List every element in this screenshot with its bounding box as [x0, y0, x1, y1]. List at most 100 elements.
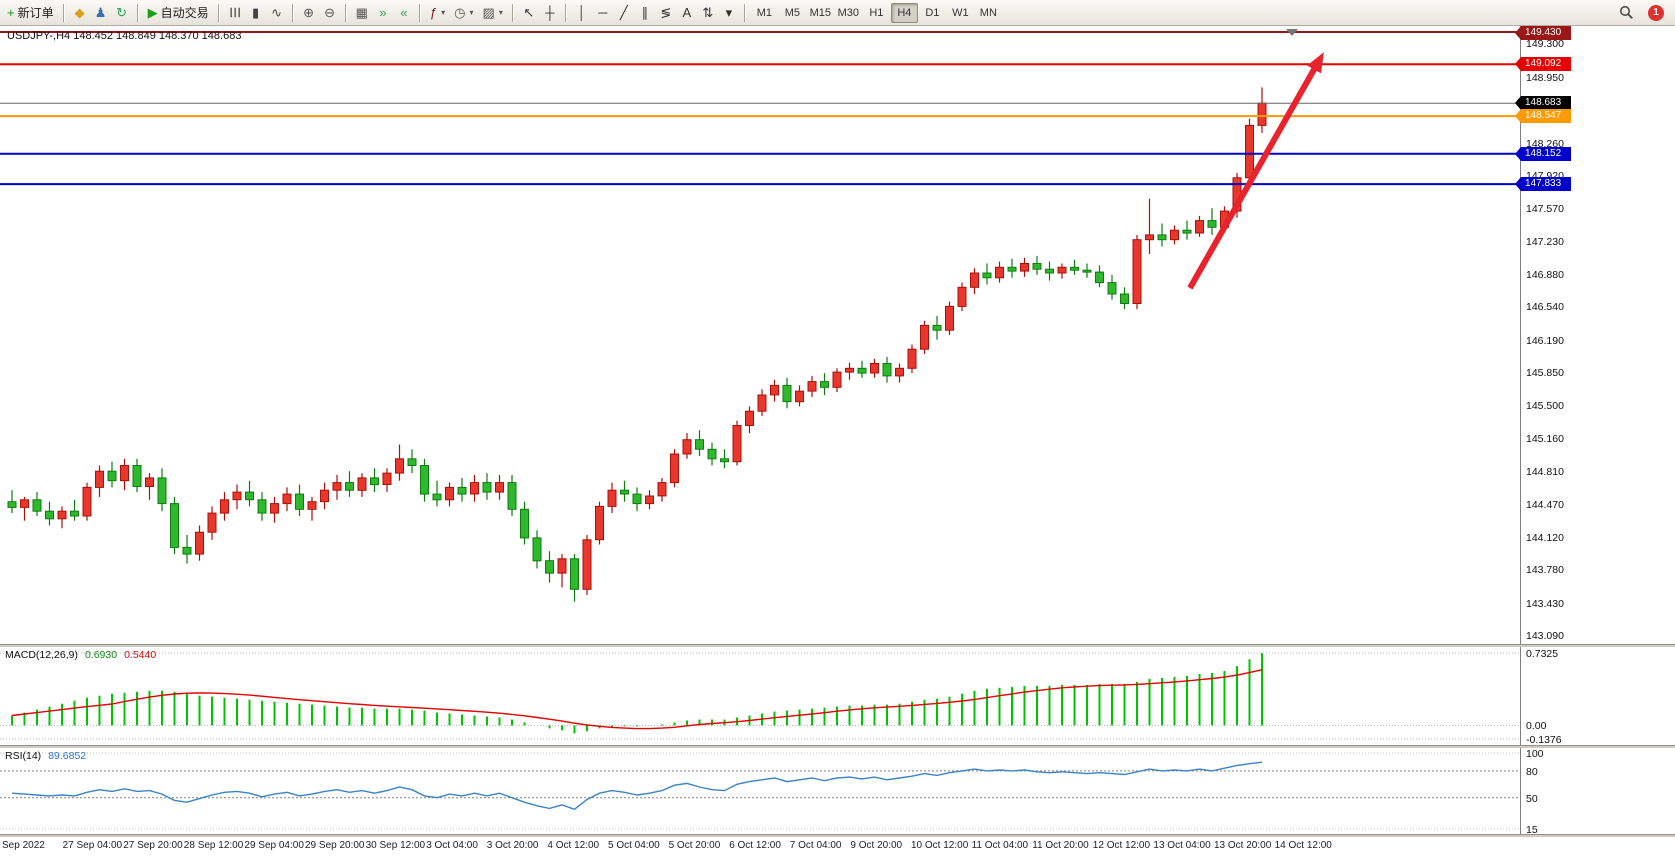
arrows-tool-icon: ⇅ [702, 5, 714, 20]
timeframe-m5-button[interactable]: M5 [784, 6, 800, 19]
tag-arrow-icon [1515, 26, 1521, 40]
objects-dropdown-button[interactable]: ▾ [719, 3, 739, 23]
timeframe-m30-button[interactable]: M30 [837, 6, 860, 19]
time-axis[interactable]: Sep 2022 27 Sep 04:00 27 Sep 20:00 28 Sep 1… [0, 837, 1675, 856]
price-tick-label: 146.880 [1526, 268, 1564, 281]
zoom-in-button[interactable]: ⊕ [299, 3, 319, 23]
panel-separator[interactable] [0, 834, 1675, 837]
price-tick-label: 146.190 [1526, 334, 1564, 347]
trend-arrow-annotation[interactable] [1187, 52, 1324, 290]
rsi-value: 89.6852 [48, 750, 87, 762]
macd-axis[interactable]: 0.7325 0.00 -0.1376 [1520, 647, 1675, 746]
indicators-button[interactable]: ƒ ▾ [426, 3, 449, 23]
new-order-label: 新订单 [17, 6, 54, 20]
price-tick-label: 148.950 [1526, 71, 1564, 84]
notification-badge[interactable]: 1 [1648, 4, 1664, 21]
crosshair-button[interactable]: ┼ [540, 3, 560, 23]
candlestick-series [7, 87, 1267, 602]
rsi-name: RSI(14) [5, 750, 42, 762]
search-button[interactable] [1615, 3, 1638, 23]
navigator-button[interactable]: ♟ [91, 3, 111, 23]
search-icon [1620, 6, 1633, 19]
trendline-button[interactable]: ╱ [614, 3, 634, 23]
price-tick-label: 144.120 [1526, 531, 1564, 544]
price-tick-label: 146.540 [1526, 301, 1564, 314]
time-label: Sep 2022 [2, 840, 45, 851]
market-watch-button[interactable]: ◆ [70, 3, 90, 23]
new-order-button[interactable]: + 新订单 [3, 3, 58, 23]
chart-shift-button[interactable]: « [394, 3, 414, 23]
timeframe-mn-button[interactable]: MN [979, 6, 997, 19]
toolbar-separator [344, 3, 347, 22]
fibonacci-retracement-button[interactable]: ≶ [656, 3, 676, 23]
time-label: 6 Oct 12:00 [729, 840, 781, 851]
price-tag: 147.833 [1515, 177, 1571, 192]
rsi-panel: 100 80 50 15 RSI(14) 89.6852 [0, 748, 1675, 836]
rsi-line [11, 761, 1263, 811]
timeframe-d1-button[interactable]: D1 [925, 6, 940, 19]
time-label: 5 Oct 04:00 [608, 840, 660, 851]
bar-chart-mode-icon: ☰ [227, 6, 243, 19]
macd-label: MACD(12,26,9) 0.6930 0.5440 [5, 649, 156, 661]
price-tag: 148.683 [1515, 96, 1571, 111]
time-label: 5 Oct 20:00 [668, 840, 721, 851]
bar-chart-mode-button[interactable]: ☰ [225, 3, 245, 23]
templates-button[interactable]: ▨ ▾ [479, 3, 507, 23]
auto-scroll-button[interactable]: » [373, 3, 393, 23]
toolbar-separator [564, 3, 567, 22]
cursor-button[interactable]: ↖ [519, 3, 539, 23]
tag-price: 148.547 [1521, 109, 1571, 124]
indicators-icon: ƒ [429, 5, 438, 20]
toolbar-separator [511, 3, 514, 22]
autotrading-button[interactable]: ▶ 自动交易 [144, 3, 213, 23]
crosshair-icon: ┼ [545, 5, 555, 20]
refresh-button[interactable]: ↻ [112, 3, 132, 23]
rsi-tick-label: 100 [1526, 748, 1544, 760]
vertical-line-button[interactable]: │ [572, 3, 592, 23]
timeframe-m1-button[interactable]: M1 [756, 6, 772, 19]
macd-plot[interactable] [0, 647, 1520, 745]
arrows-tool-button[interactable]: ⇅ [698, 3, 718, 23]
tag-price: 149.430 [1521, 26, 1571, 40]
macd-main-value: 0.6930 [84, 649, 118, 661]
rsi-axis[interactable]: 100 80 50 15 [1520, 748, 1675, 836]
horizontal-line-button[interactable]: ─ [593, 3, 613, 23]
text-label-button[interactable]: A [677, 3, 697, 23]
rsi-label: RSI(14) 89.6852 [5, 750, 86, 762]
panel-separator[interactable] [0, 644, 1675, 647]
time-label: 14 Oct 12:00 [1274, 840, 1332, 851]
toolbar-buttons: + 新订单 ◆ ♟ ↻ ▶ 自动交易 ☰ ▮ ∿ ⊕ ⊖ ▦ » « ƒ ▾ ◷ ▾ ▨ ▾ ↖ ┼ │ ─ ╱ ∥ ≶ A ⇅ ▾ M1 M5… [3, 2, 1615, 23]
price-chart[interactable] [0, 26, 1520, 644]
price-lines[interactable] [0, 31, 1520, 186]
rsi-tick-label: 50 [1526, 792, 1538, 805]
zoom-out-button[interactable]: ⊖ [320, 3, 340, 23]
toolbar: + 新订单 ◆ ♟ ↻ ▶ 自动交易 ☰ ▮ ∿ ⊕ ⊖ ▦ » « ƒ ▾ ◷ ▾ ▨ ▾ ↖ ┼ │ ─ ╱ ∥ ≶ A ⇅ ▾ M1 M5… [0, 0, 1675, 26]
time-label: 29 Sep 04:00 [244, 840, 304, 851]
panel-separator[interactable] [0, 745, 1675, 748]
line-chart-mode-icon: ∿ [271, 5, 283, 20]
time-label: 9 Oct 20:00 [850, 840, 903, 851]
auto-scroll-icon: » [379, 5, 387, 20]
time-label: 3 Oct 04:00 [426, 840, 478, 851]
tile-windows-button[interactable]: ▦ [352, 3, 372, 23]
line-chart-mode-button[interactable]: ∿ [267, 3, 287, 23]
price-axis[interactable]: 149.300 148.950 148.260 147.920 147.570 147.2… [1515, 26, 1675, 644]
macd-panel: 0.7325 0.00 -0.1376 MACD(12,26,9) 0.6930 0… [0, 647, 1675, 746]
chart-shift-marker[interactable] [1286, 29, 1298, 36]
price-tick-label: 145.850 [1526, 367, 1564, 380]
toolbar-right: 1 [1615, 3, 1672, 23]
candlestick-mode-button[interactable]: ▮ [246, 3, 266, 23]
time-label: 11 Oct 04:00 [971, 840, 1029, 851]
timeframe-h4-button[interactable]: H4 [890, 2, 918, 23]
timeframe-m15-button[interactable]: M15 [809, 6, 832, 19]
rsi-plot[interactable] [0, 748, 1520, 834]
timeframe-w1-button[interactable]: W1 [952, 6, 969, 19]
time-label: 12 Oct 12:00 [1092, 840, 1151, 851]
macd-tick-label: 0.00 [1526, 720, 1547, 733]
periods-button[interactable]: ◷ ▾ [450, 3, 477, 23]
equidistant-channel-button[interactable]: ∥ [635, 3, 655, 23]
time-label: 4 Oct 12:00 [547, 840, 600, 851]
timeframe-h1-button[interactable]: H1 [869, 6, 884, 19]
price-tag: 149.430 [1515, 26, 1571, 40]
trendline-icon: ╱ [619, 5, 628, 20]
